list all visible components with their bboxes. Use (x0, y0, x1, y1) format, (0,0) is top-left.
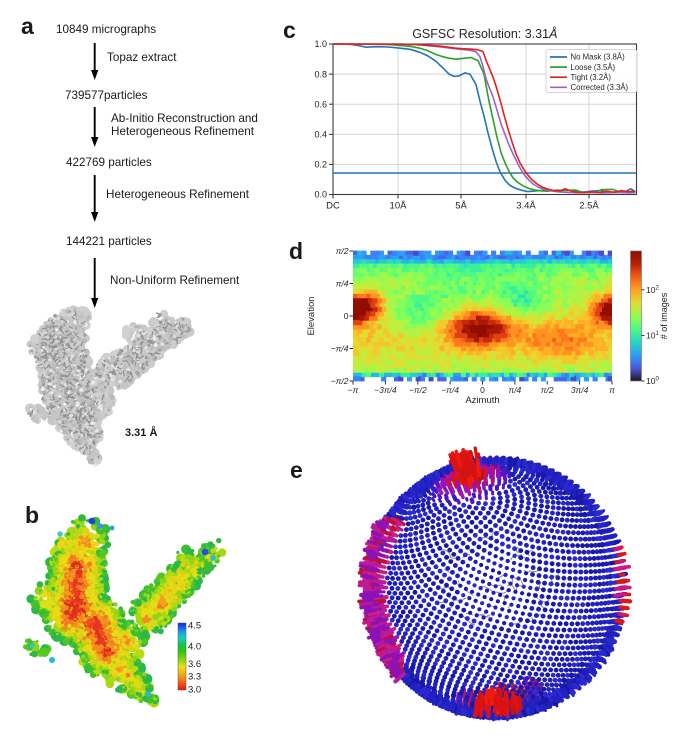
svg-text:10849 micrographs: 10849 micrographs (56, 23, 156, 36)
svg-text:102: 102 (646, 285, 659, 295)
svg-text:1.0: 1.0 (314, 39, 327, 49)
svg-text:π/2: π/2 (541, 385, 554, 395)
svg-text:−π: −π (348, 385, 359, 395)
svg-text:π: π (609, 385, 615, 395)
svg-text:No Mask (3.8Å): No Mask (3.8Å) (571, 53, 626, 62)
svg-text:Heterogeneous Refinement: Heterogeneous Refinement (111, 125, 255, 138)
svg-text:0.0: 0.0 (314, 190, 327, 200)
svg-text:101: 101 (646, 330, 659, 340)
svg-text:3.4Å: 3.4Å (516, 201, 536, 212)
svg-text:−π/4: −π/4 (441, 385, 459, 395)
svg-text:DC: DC (326, 201, 340, 212)
svg-text:Loose (3.5Å): Loose (3.5Å) (571, 63, 616, 72)
svg-text:0: 0 (480, 385, 485, 395)
svg-text:739577particles: 739577particles (65, 89, 148, 102)
svg-text:4.0: 4.0 (188, 642, 201, 653)
svg-text:144221 particles: 144221 particles (66, 235, 152, 248)
svg-text:3π/4: 3π/4 (571, 385, 589, 395)
svg-text:π/4: π/4 (509, 385, 522, 395)
svg-text:3.0: 3.0 (188, 685, 201, 696)
svg-text:Heterogeneous Refinement: Heterogeneous Refinement (106, 188, 250, 201)
svg-text:Corrected (3.3Å): Corrected (3.3Å) (571, 83, 629, 92)
svg-text:−3π/4: −3π/4 (374, 385, 397, 395)
svg-text:4.5: 4.5 (188, 621, 201, 632)
svg-text:0.8: 0.8 (314, 69, 327, 79)
svg-text:−π/2: −π/2 (409, 385, 427, 395)
svg-text:Non-Uniform Refinement: Non-Uniform Refinement (110, 274, 240, 287)
svg-text:3.31 Å: 3.31 Å (125, 426, 157, 439)
svg-text:b: b (25, 502, 39, 528)
svg-text:c: c (283, 17, 296, 43)
svg-text:100: 100 (646, 376, 659, 386)
svg-text:0.2: 0.2 (314, 160, 327, 170)
svg-text:π/4: π/4 (336, 279, 349, 289)
svg-text:Ab-Initio Reconstruction and: Ab-Initio Reconstruction and (111, 112, 258, 125)
svg-text:Elevation: Elevation (306, 296, 317, 335)
svg-text:0.4: 0.4 (314, 130, 327, 140)
svg-text:# of images: # of images (659, 292, 669, 339)
svg-text:−π/4: −π/4 (331, 344, 349, 354)
svg-text:GSFSC Resolution: 3.31Å: GSFSC Resolution: 3.31Å (412, 26, 557, 41)
svg-text:d: d (289, 238, 303, 264)
svg-text:−π/2: −π/2 (331, 376, 349, 386)
svg-text:a: a (21, 13, 34, 39)
svg-text:Topaz extract: Topaz extract (107, 51, 177, 64)
svg-text:Azimuth: Azimuth (465, 395, 499, 406)
svg-text:422769 particles: 422769 particles (66, 156, 152, 169)
svg-text:2.5Å: 2.5Å (579, 201, 599, 212)
svg-text:3.3: 3.3 (188, 672, 201, 683)
svg-text:Tight (3.2Å): Tight (3.2Å) (571, 73, 612, 82)
svg-text:e: e (290, 457, 303, 483)
svg-text:5Å: 5Å (455, 201, 467, 212)
svg-text:3.6: 3.6 (188, 659, 201, 670)
svg-text:0: 0 (344, 311, 349, 321)
svg-text:10Å: 10Å (390, 201, 408, 212)
svg-text:π/2: π/2 (336, 246, 349, 256)
svg-text:0.6: 0.6 (314, 99, 327, 109)
